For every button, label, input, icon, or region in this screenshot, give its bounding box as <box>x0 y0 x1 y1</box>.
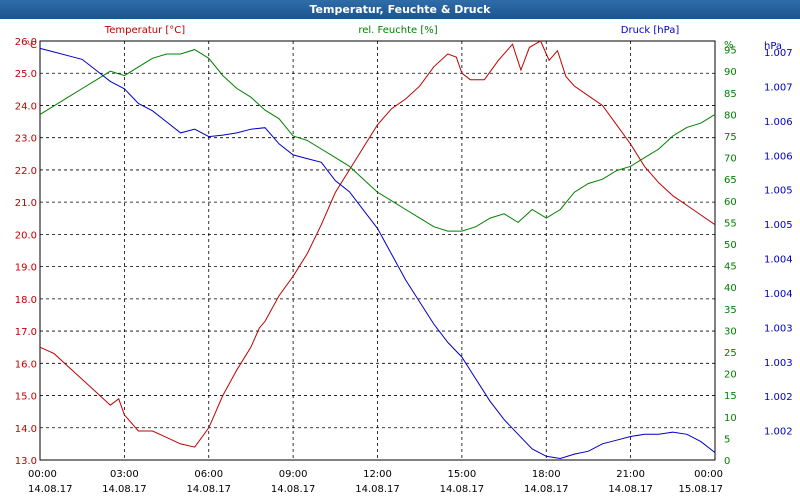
humidity-tick-label: 95 <box>724 46 737 57</box>
series-line-humidity <box>39 49 716 232</box>
humidity-tick-label: 35 <box>724 305 737 316</box>
pressure-tick-label: 1.004 <box>764 255 793 266</box>
x-tick-time: 00:00 <box>694 469 723 480</box>
pressure-unit-label: hPa <box>764 41 782 52</box>
humidity-tick-label: 40 <box>724 283 737 294</box>
humidity-tick-label: 85 <box>724 89 737 100</box>
temp-tick-label: 13.0 <box>15 456 37 467</box>
temp-tick-label: 19.0 <box>15 263 37 274</box>
humidity-unit-label: % <box>724 40 734 51</box>
temp-tick-label: 15.0 <box>15 392 37 403</box>
humidity-tick-label: 0 <box>724 456 730 467</box>
x-tick-time: 06:00 <box>194 469 223 480</box>
humidity-tick-label: 75 <box>724 132 737 143</box>
pressure-tick-label: 1.005 <box>764 186 793 197</box>
chart-title: Temperatur, Feuchte & Druck <box>0 0 800 19</box>
humidity-tick-label: 20 <box>724 370 737 381</box>
humidity-tick-label: 65 <box>724 175 737 186</box>
x-tick-time: 00:00 <box>28 469 57 480</box>
pressure-tick-label: 1.006 <box>764 117 793 128</box>
x-tick-time: 15:00 <box>447 469 476 480</box>
x-tick-date: 14.08.17 <box>524 484 569 495</box>
humidity-tick-label: 70 <box>724 154 737 165</box>
humidity-axis-title: rel. Feuchte [%] <box>358 25 437 36</box>
humidity-tick-label: 45 <box>724 262 737 273</box>
humidity-tick-label: 60 <box>724 197 737 208</box>
x-tick-date: 14.08.17 <box>608 484 653 495</box>
x-tick-date: 14.08.17 <box>28 484 73 495</box>
series-line-temperature <box>39 40 716 448</box>
x-tick-date: 15.08.17 <box>678 484 723 495</box>
temp-tick-label: 20.0 <box>15 230 37 241</box>
humidity-tick-label: 15 <box>724 391 737 402</box>
x-tick-date: 14.08.17 <box>355 484 400 495</box>
x-tick-time: 09:00 <box>279 469 308 480</box>
temp-tick-label: 25.0 <box>15 69 37 80</box>
x-tick-date: 14.08.17 <box>186 484 231 495</box>
x-tick-time: 12:00 <box>363 469 392 480</box>
temp-tick-label: 21.0 <box>15 198 37 209</box>
pressure-tick-label: 1.003 <box>764 358 793 369</box>
x-tick-time: 21:00 <box>616 469 645 480</box>
temp-axis-title: Temperatur [°C] <box>104 25 185 36</box>
temp-tick-label: 17.0 <box>15 327 37 338</box>
pressure-tick-label: 1.007 <box>764 48 793 59</box>
x-tick-date: 14.08.17 <box>102 484 147 495</box>
humidity-tick-label: 80 <box>724 110 737 121</box>
humidity-tick-label: 10 <box>724 413 737 424</box>
pressure-tick-label: 1.006 <box>764 151 793 162</box>
series-line-pressure <box>39 47 716 460</box>
x-tick-date: 14.08.17 <box>440 484 485 495</box>
x-tick-time: 03:00 <box>110 469 139 480</box>
x-tick-time: 18:00 <box>532 469 561 480</box>
temp-tick-label: 16.0 <box>15 359 37 370</box>
temp-tick-label: 18.0 <box>15 295 37 306</box>
pressure-tick-label: 1.002 <box>764 392 793 403</box>
temp-tick-label: 14.0 <box>15 424 37 435</box>
pressure-tick-label: 1.007 <box>764 82 793 93</box>
humidity-tick-label: 55 <box>724 218 737 229</box>
humidity-tick-label: 90 <box>724 67 737 78</box>
pressure-tick-label: 1.005 <box>764 220 793 231</box>
humidity-tick-label: 5 <box>724 434 730 445</box>
humidity-tick-label: 50 <box>724 240 737 251</box>
humidity-tick-label: 30 <box>724 326 737 337</box>
temp-tick-label: 22.0 <box>15 166 37 177</box>
pressure-tick-label: 1.002 <box>764 427 793 438</box>
pressure-axis-title: Druck [hPa] <box>621 25 680 36</box>
x-tick-date: 14.08.17 <box>271 484 316 495</box>
humidity-tick-label: 25 <box>724 348 737 359</box>
pressure-tick-label: 1.004 <box>764 289 793 300</box>
temp-tick-label: 23.0 <box>15 134 37 145</box>
temp-tick-label: 24.0 <box>15 101 37 112</box>
temp-unit-label: °C <box>25 40 37 51</box>
pressure-tick-label: 1.003 <box>764 323 793 334</box>
temp-tick-label: 26.0 <box>15 37 37 48</box>
chart-area: 13.0 14.0 15.0 16.0 17.0 18.0 19.0 20.0 21.0 22.0… <box>15 25 793 495</box>
